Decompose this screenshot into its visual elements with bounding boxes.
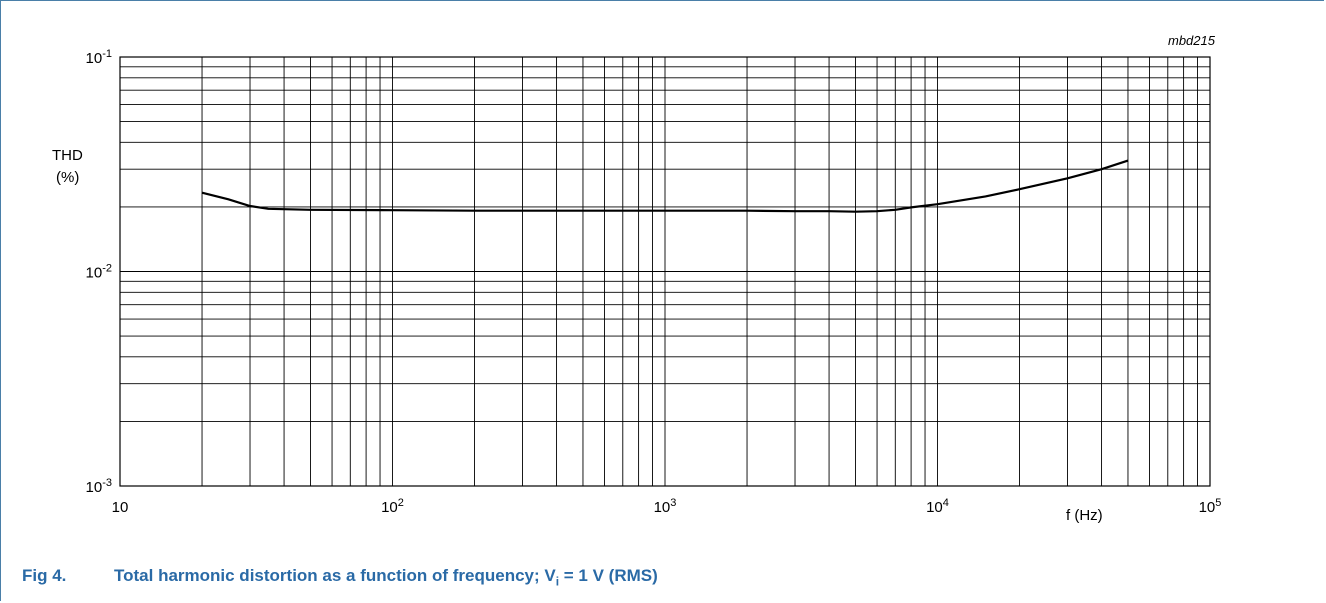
x-axis-label: f (Hz) xyxy=(1066,507,1103,524)
thd-curve xyxy=(201,159,1129,213)
y-tick-label: 10-2 xyxy=(86,263,112,282)
y-axis-unit: (%) xyxy=(56,169,79,186)
figure-number: Fig 4. xyxy=(22,566,67,585)
figure-title-end: = 1 V (RMS) xyxy=(559,566,658,585)
figure-caption: Fig 4. Total harmonic distortion as a fun… xyxy=(22,566,658,588)
plot-border xyxy=(119,56,1211,487)
y-tick-label: 10-3 xyxy=(86,477,112,496)
y-tick-labels: 10-1 10-2 10-3 xyxy=(86,48,112,496)
x-tick-label: 104 xyxy=(926,497,949,516)
thd-chart: 10 102 103 104 105 10-1 10-2 10-3 THD (%) f (H… xyxy=(52,33,1222,524)
y-axis-label: THD xyxy=(52,147,83,164)
figure-title-subscript: i xyxy=(555,574,560,589)
y-tick-label: 10-1 xyxy=(86,48,112,67)
figure-code: mbd215 xyxy=(1168,33,1216,48)
x-tick-label: 105 xyxy=(1199,497,1222,516)
x-tick-label: 103 xyxy=(654,497,677,516)
x-tick-label: 10 xyxy=(112,499,129,516)
x-tick-labels: 10 102 103 104 105 xyxy=(112,497,1222,516)
figure-title: Total harmonic distortion as a function … xyxy=(114,566,556,585)
x-tick-label: 102 xyxy=(381,497,404,516)
grid xyxy=(120,57,1210,486)
